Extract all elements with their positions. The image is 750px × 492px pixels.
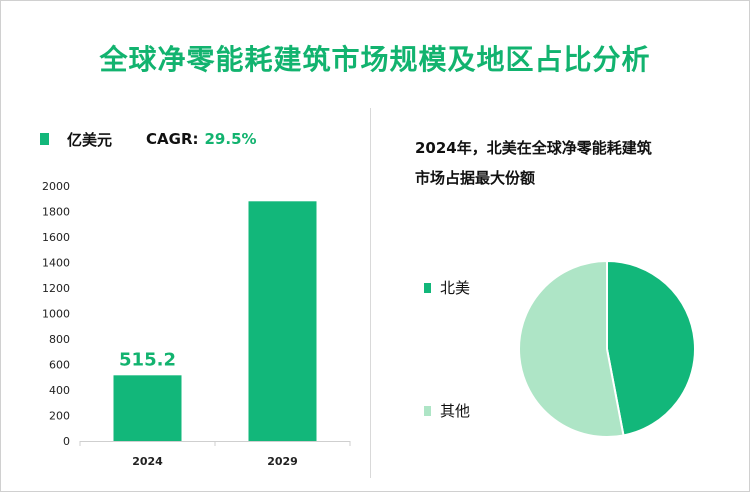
y-tick-label: 1000	[42, 308, 70, 321]
pie-slice-other	[518, 259, 625, 438]
panel-divider	[370, 108, 371, 478]
y-tick-label: 1600	[42, 231, 70, 244]
pie-legend-other: 其他	[424, 400, 470, 421]
bar-chart: 0 200 400 600 800 1000 1200 1400 1600 1800 2000 202…	[42, 180, 351, 468]
bar-2024	[113, 375, 182, 441]
y-tick-label: 1200	[42, 282, 70, 295]
pie-legend-swatch-other	[424, 405, 431, 416]
pie-chart	[518, 259, 696, 438]
y-tick-label: 400	[49, 384, 70, 397]
y-tick-label: 600	[49, 359, 70, 372]
y-tick-label: 1400	[42, 257, 70, 270]
y-tick-label: 2000	[42, 180, 70, 193]
cagr-value: 29.5%	[204, 130, 257, 148]
pie-title: 2024年，北美在全球净零能耗建筑 市场占据最大份额	[415, 133, 735, 193]
pie-legend-label-other: 其他	[440, 402, 471, 420]
x-tick-label-2029: 2029	[267, 455, 298, 468]
pie-legend-north-america: 北美	[424, 277, 470, 298]
bar-legend-swatch	[40, 133, 49, 145]
data-label-2024: 515.2	[119, 349, 176, 370]
x-tick-label-2024: 2024	[132, 455, 163, 468]
pie-legend-swatch-north-america	[424, 282, 431, 293]
bar-legend-unit: 亿美元	[67, 130, 113, 149]
pie-title-line-2: 市场占据最大份额	[415, 169, 536, 187]
cagr-label: CAGR:	[146, 130, 199, 148]
pie-legend-label-north-america: 北美	[440, 279, 471, 297]
page-title: 全球净零能耗建筑市场规模及地区占比分析	[99, 43, 651, 76]
y-tick-label: 0	[63, 435, 70, 448]
pie-title-line-1: 2024年，北美在全球净零能耗建筑	[415, 139, 652, 157]
pie-slice-north-america	[606, 259, 696, 437]
bar-2029	[248, 201, 317, 441]
y-tick-label: 800	[49, 333, 70, 346]
y-tick-label: 1800	[42, 206, 70, 219]
bar-legend: 亿美元 CAGR: 29.5%	[40, 129, 257, 149]
y-tick-label: 200	[49, 410, 70, 423]
